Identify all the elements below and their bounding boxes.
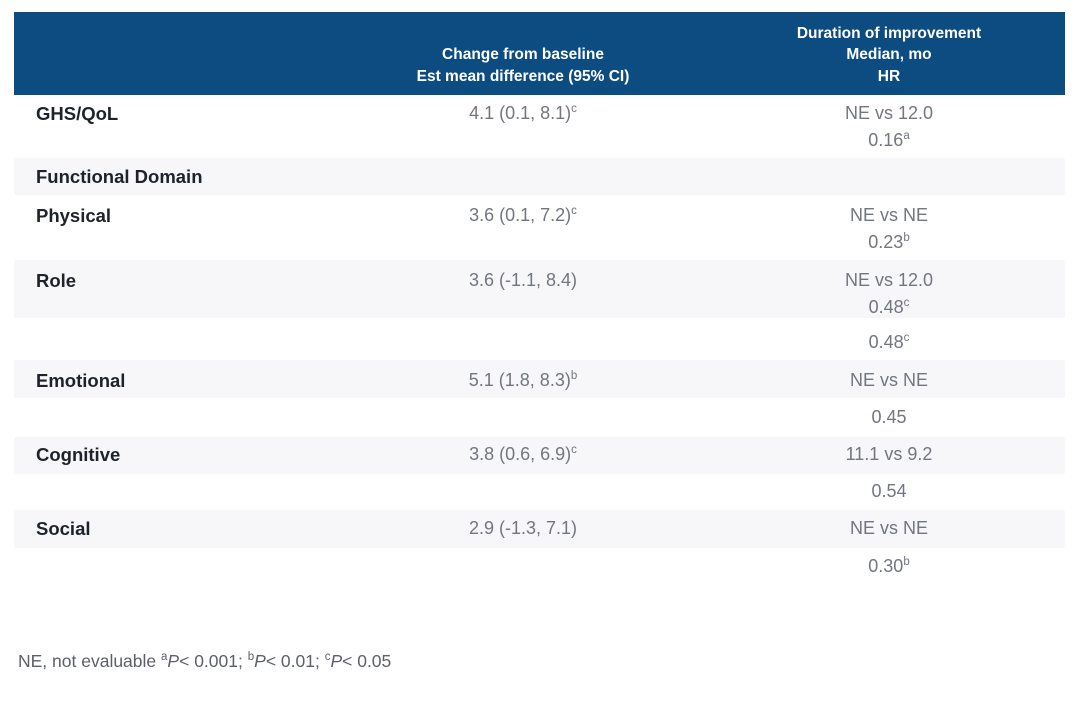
footnote-prefix: NE, not evaluable — [18, 651, 162, 671]
table-row-role: Role 3.6 (-1.1, 8.4) NE vs 12.0 0.48c — [14, 260, 1065, 318]
hr-sup: b — [903, 556, 910, 568]
row-label — [14, 404, 333, 437]
duration-cell: 0.30b — [713, 553, 1065, 590]
duration-cell: 0.54 — [713, 478, 1065, 510]
header-cell-duration: Duration of improvement Median, mo HR — [713, 23, 1065, 96]
footnote-sup-a: a — [161, 651, 168, 664]
hr-value: 0.48 — [868, 332, 904, 352]
row-label: Cognitive — [36, 444, 121, 465]
header-duration-line1: Duration of improvement — [796, 24, 982, 42]
table-row-hr-only: 0.54 — [14, 474, 1065, 510]
hr-value: 0.48 — [868, 297, 904, 317]
duration-cell: 11.1 vs 9.2 — [713, 441, 1065, 474]
change-cell: 3.6 (0.1, 7.2)c — [333, 202, 713, 260]
change-cell: 4.1 (0.1, 8.1)c — [333, 100, 713, 158]
hr-sup: c — [903, 332, 910, 344]
table-row-hr-only: 0.48c — [14, 318, 1065, 360]
change-cell — [333, 329, 713, 360]
row-label: Role — [36, 270, 77, 291]
median-value: NE vs NE — [849, 518, 928, 538]
change-value: 4.1 (0.1, 8.1) — [469, 103, 572, 123]
footnote-threshold-b: < 0.01; — [265, 651, 325, 671]
hr-value: 0.30 — [868, 556, 904, 576]
duration-cell: NE vs NE — [713, 367, 1065, 398]
change-value: 3.6 (0.1, 7.2) — [469, 205, 572, 225]
duration-cell: NE vs NE — [713, 515, 1065, 548]
table-row-hr-only: 0.45 — [14, 398, 1065, 437]
header-duration-line3: HR — [877, 67, 901, 85]
table-row-social: Social 2.9 (-1.3, 7.1) NE vs NE — [14, 510, 1065, 548]
change-value: 2.9 (-1.3, 7.1) — [468, 518, 578, 538]
row-label: GHS/QoL — [36, 103, 119, 124]
change-cell: 3.8 (0.6, 6.9)c — [333, 441, 713, 474]
header-cell-domain — [14, 87, 333, 95]
row-label: Emotional — [36, 370, 126, 391]
change-cell — [333, 163, 713, 195]
row-label — [14, 329, 333, 360]
header-duration-line2: Median, mo — [846, 46, 932, 63]
footnote-threshold-c: < 0.05 — [342, 651, 392, 671]
change-sup: b — [570, 370, 578, 382]
median-value: NE vs 12.0 — [844, 270, 934, 290]
row-label — [14, 478, 333, 510]
hr-value: 0.23 — [868, 232, 904, 252]
median-value: 11.1 vs 9.2 — [845, 444, 933, 464]
change-cell — [333, 404, 713, 437]
header-change-line2: Est mean difference (95% CI) — [416, 67, 630, 85]
footnote-threshold-a: < 0.001; — [179, 651, 248, 671]
hr-sup: c — [903, 297, 910, 309]
footnote-p-italic: P — [254, 651, 266, 671]
change-sup: c — [571, 205, 577, 217]
table-row-ghs-qol: GHS/QoL 4.1 (0.1, 8.1)c NE vs 12.0 0.16a — [14, 95, 1065, 158]
hr-value: 0.54 — [871, 481, 907, 501]
table-row-emotional: Emotional 5.1 (1.8, 8.3)b NE vs NE — [14, 360, 1065, 398]
footnote: NE, not evaluable aP< 0.001; bP< 0.01; c… — [18, 649, 391, 673]
table-header-row: Change from baseline Est mean difference… — [14, 12, 1065, 95]
duration-cell — [713, 163, 1065, 195]
row-label — [14, 553, 333, 590]
hr-value: 0.16 — [868, 130, 904, 150]
change-cell — [333, 553, 713, 590]
change-sup: c — [571, 444, 577, 456]
table-row-cognitive: Cognitive 3.8 (0.6, 6.9)c 11.1 vs 9.2 — [14, 437, 1065, 474]
duration-cell: NE vs 12.0 0.16a — [713, 100, 1065, 158]
hr-sup: b — [903, 232, 910, 244]
change-cell: 5.1 (1.8, 8.3)b — [333, 367, 713, 398]
duration-cell: 0.48c — [713, 329, 1065, 360]
median-value: NE vs 12.0 — [844, 103, 934, 123]
section-label: Functional Domain — [36, 166, 203, 187]
footnote-p-italic: P — [167, 651, 180, 671]
change-cell: 2.9 (-1.3, 7.1) — [333, 515, 713, 548]
change-value: 3.6 (-1.1, 8.4) — [468, 270, 578, 290]
change-value: 5.1 (1.8, 8.3) — [468, 370, 571, 390]
footnote-sup-c: c — [324, 651, 331, 664]
footnote-sup-b: b — [247, 651, 255, 664]
header-change-line1: Change from baseline — [442, 46, 604, 63]
qol-outcomes-table: Change from baseline Est mean difference… — [14, 12, 1065, 590]
header-cell-change-from-baseline: Change from baseline Est mean difference… — [333, 44, 713, 95]
change-cell — [333, 478, 713, 510]
footnote-p-italic: P — [330, 651, 343, 671]
median-value: NE vs NE — [849, 370, 928, 390]
change-cell: 3.6 (-1.1, 8.4) — [333, 267, 713, 321]
table-row-physical: Physical 3.6 (0.1, 7.2)c NE vs NE 0.23b — [14, 195, 1065, 260]
row-label: Social — [36, 518, 91, 539]
duration-cell: NE vs 12.0 0.48c — [713, 267, 1065, 321]
row-label: Physical — [36, 205, 112, 226]
median-value: NE vs NE — [849, 205, 928, 225]
hr-value: 0.45 — [871, 407, 907, 427]
change-value: 3.8 (0.6, 6.9) — [469, 444, 572, 464]
change-sup: c — [571, 103, 577, 115]
duration-cell: 0.45 — [713, 404, 1065, 437]
duration-cell: NE vs NE 0.23b — [713, 202, 1065, 260]
table-row-functional-domain: Functional Domain — [14, 158, 1065, 195]
table-row-hr-only: 0.30b — [14, 548, 1065, 590]
hr-sup: a — [903, 130, 910, 142]
